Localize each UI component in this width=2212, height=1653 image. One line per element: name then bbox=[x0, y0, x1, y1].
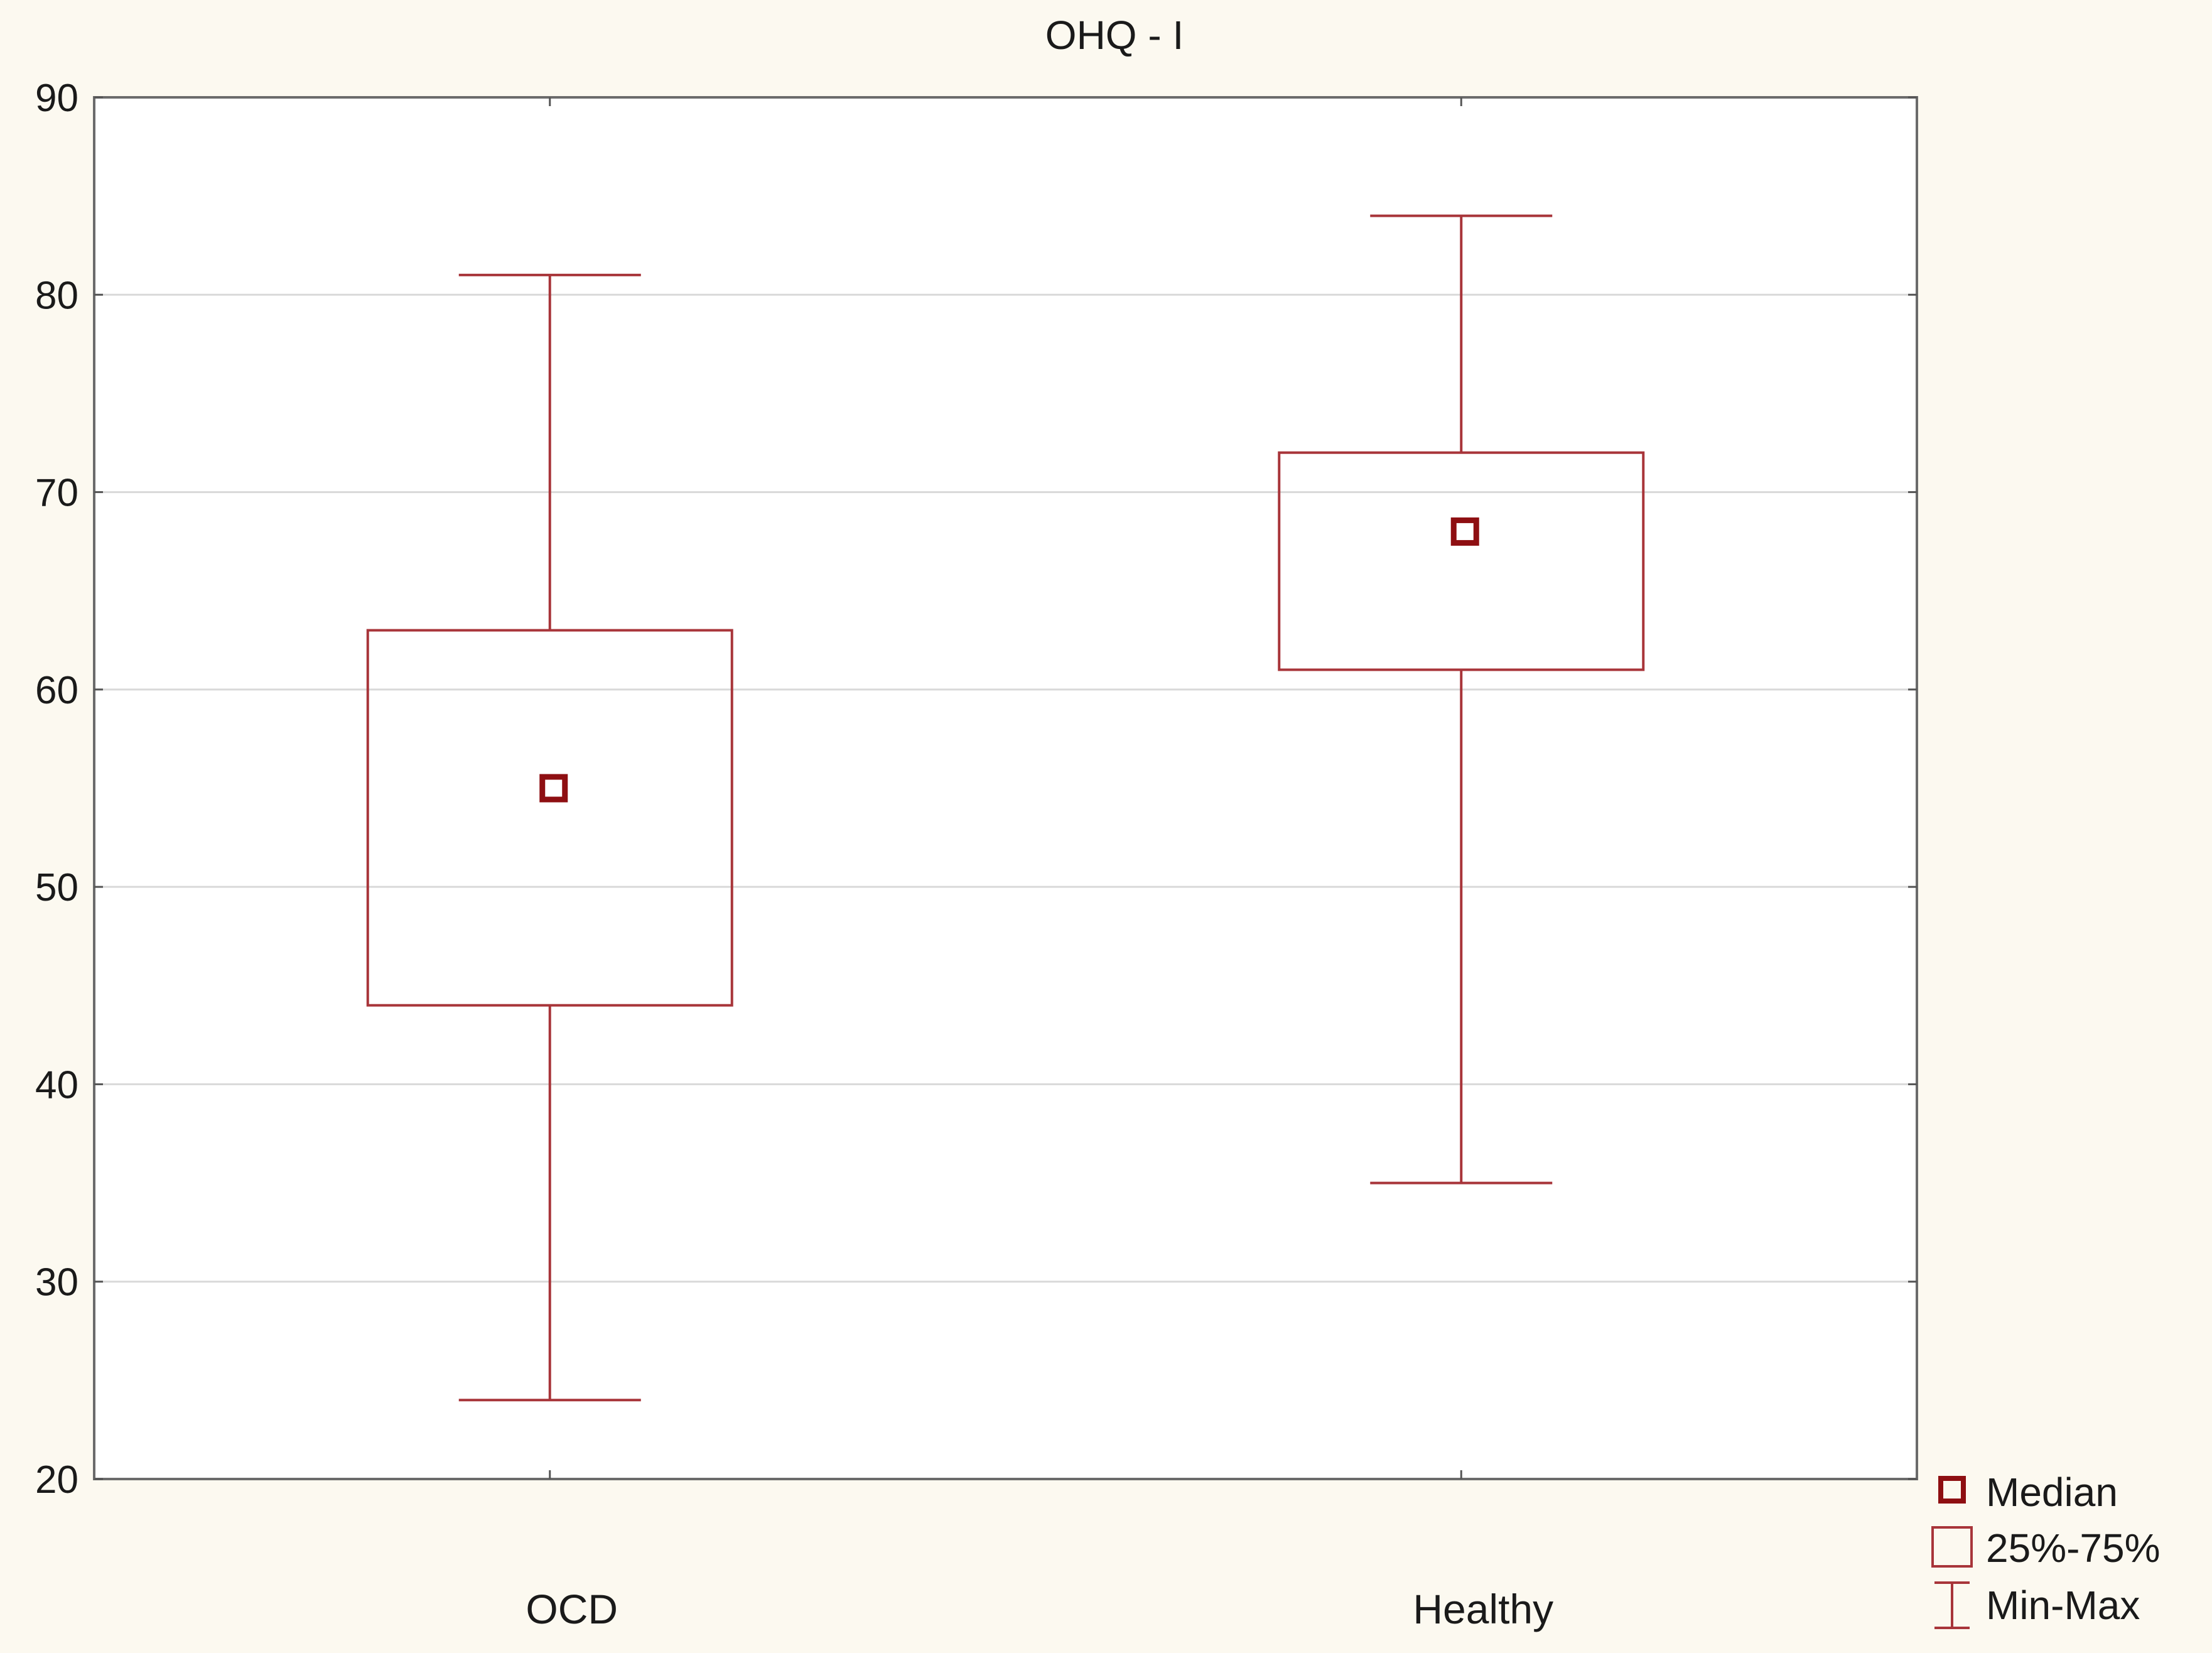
y-tick-label-90: 90 bbox=[35, 77, 78, 120]
legend-median-icon bbox=[1938, 1476, 1966, 1504]
y-tick-label-80: 80 bbox=[35, 274, 78, 317]
y-tick-label-70: 70 bbox=[35, 472, 78, 515]
x-tick-label-healthy: Healthy bbox=[1413, 1586, 1553, 1632]
iqr-box-healthy bbox=[1278, 451, 1645, 671]
box-healthy bbox=[1278, 214, 1645, 1184]
y-tick-label-40: 40 bbox=[35, 1063, 78, 1107]
y-tick-label-60: 60 bbox=[35, 669, 78, 712]
axis-ticks: 20 30 40 50 60 70 80 90 OCD Healthy bbox=[35, 77, 1917, 1632]
legend-min-max-icon bbox=[1934, 1581, 1970, 1629]
x-tick-label-ocd: OCD bbox=[526, 1586, 618, 1632]
legend-iqr-icon bbox=[1931, 1526, 1973, 1568]
legend-median-label: Median bbox=[1986, 1470, 2118, 1515]
legend-iqr-label: 25%-75% bbox=[1986, 1526, 2161, 1571]
y-tick-label-50: 50 bbox=[35, 866, 78, 909]
median-marker-ocd bbox=[539, 774, 568, 803]
chart-title: OHQ - I bbox=[1045, 13, 1184, 58]
median-marker-healthy bbox=[1450, 517, 1479, 546]
iqr-box-ocd bbox=[366, 629, 733, 1007]
y-tick-label-30: 30 bbox=[35, 1261, 78, 1304]
plot-frame bbox=[93, 96, 1918, 1480]
boxes bbox=[366, 214, 1645, 1402]
gridlines bbox=[94, 293, 1917, 1283]
legend: Median 25%-75% Min-Max bbox=[1931, 1470, 2161, 1629]
box-ocd bbox=[366, 273, 733, 1402]
plot-area bbox=[94, 97, 1917, 1479]
y-tick-label-20: 20 bbox=[35, 1458, 78, 1502]
legend-min-max-label: Min-Max bbox=[1986, 1583, 2140, 1628]
